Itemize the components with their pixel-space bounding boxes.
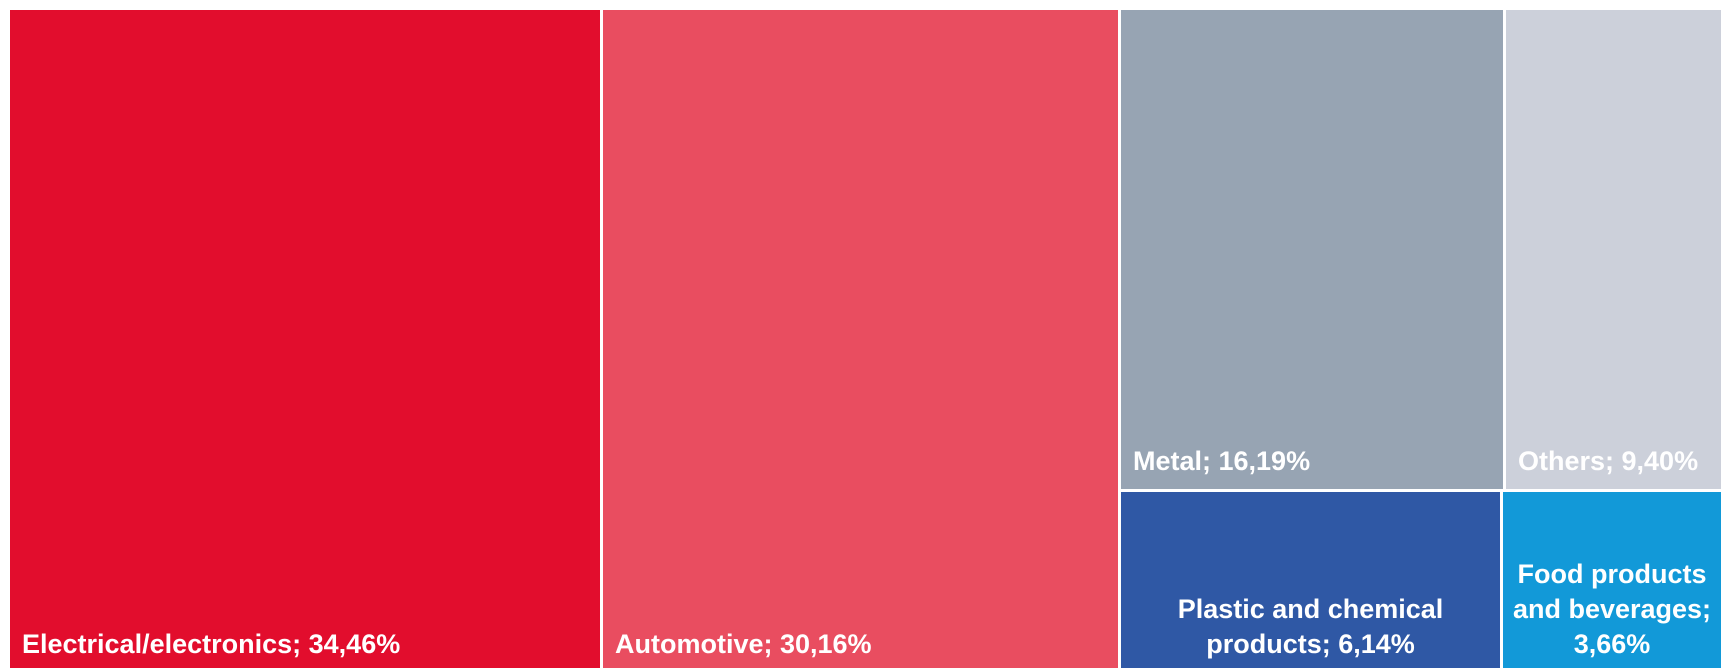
tile-label-others: Others; 9,40% [1518,445,1699,476]
tile-label-electrical-electronics: Electrical/electronics; 34,46% [22,628,401,659]
tile-electrical-electronics: Electrical/electronics; 34,46% [10,10,600,668]
tile-label-food-beverages: Food products and beverages; 3,66% [1512,558,1712,659]
tile-label-metal: Metal; 16,19% [1133,445,1311,476]
tile-label-automotive: Automotive; 30,16% [615,628,872,659]
tile-food-beverages: Food products and beverages; 3,66% [1503,492,1721,668]
tile-plastic-chemical: Plastic and chemical products; 6,14% [1121,492,1500,668]
tile-metal: Metal; 16,19% [1121,10,1503,489]
tile-others: Others; 9,40% [1506,10,1721,489]
tile-label-plastic-chemical: Plastic and chemical products; 6,14% [1177,593,1444,659]
tile-automotive: Automotive; 30,16% [603,10,1118,668]
